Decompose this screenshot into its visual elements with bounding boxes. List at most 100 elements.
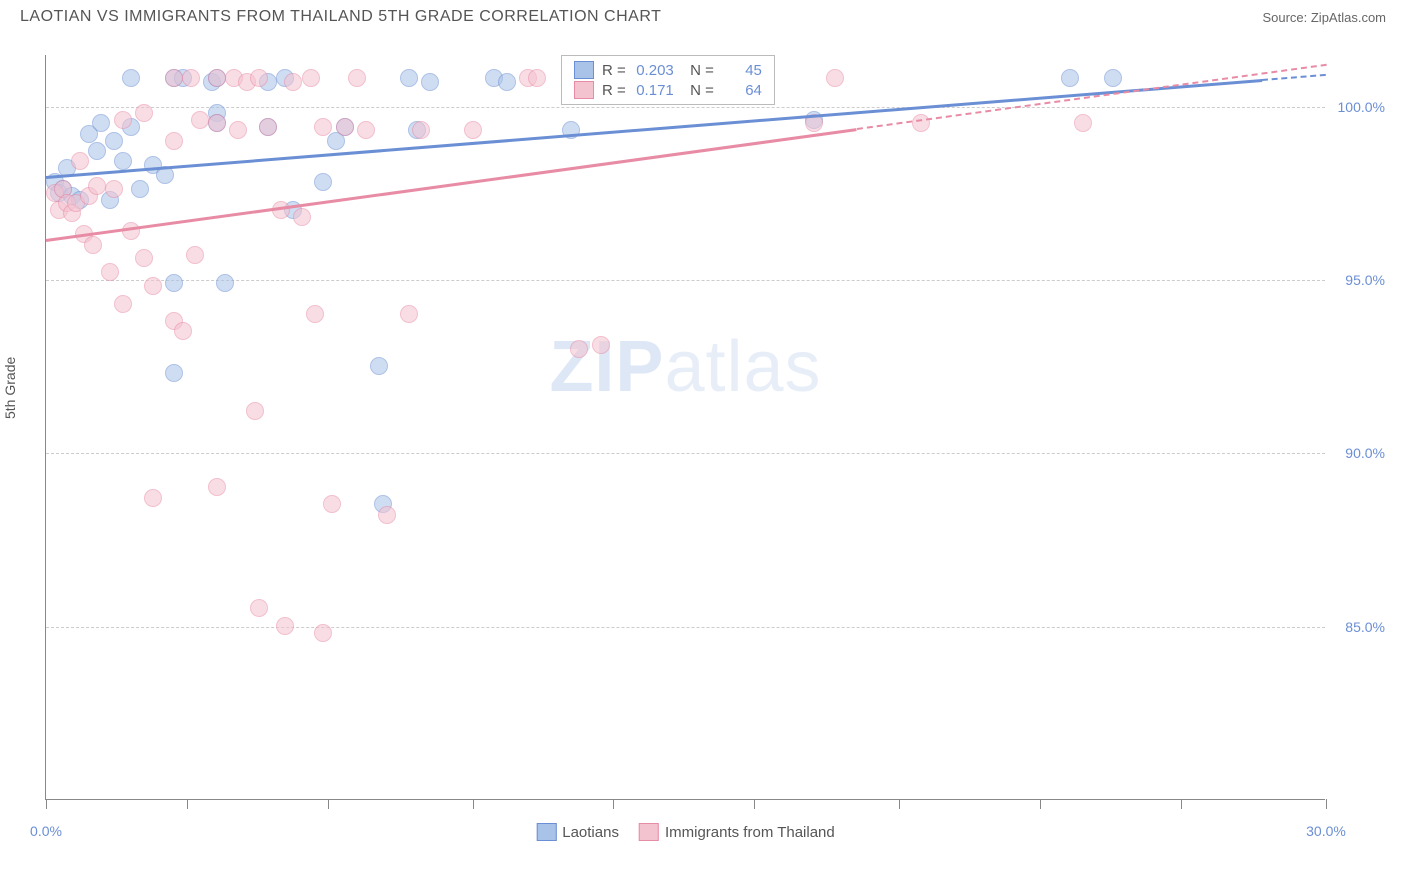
data-point (348, 69, 366, 87)
data-point (357, 121, 375, 139)
x-tick (46, 799, 47, 809)
data-point (71, 152, 89, 170)
data-point (208, 69, 226, 87)
legend: Laotians Immigrants from Thailand (536, 823, 835, 841)
series-swatch (574, 81, 594, 99)
data-point (498, 73, 516, 91)
data-point (165, 132, 183, 150)
data-point (114, 295, 132, 313)
x-tick (187, 799, 188, 809)
x-tick (1181, 799, 1182, 809)
data-point (302, 69, 320, 87)
data-point (191, 111, 209, 129)
legend-swatch (639, 823, 659, 841)
data-point (135, 104, 153, 122)
r-value: 0.171 (634, 82, 674, 99)
data-point (314, 173, 332, 191)
data-point (165, 364, 183, 382)
legend-label: Immigrants from Thailand (665, 824, 835, 841)
series-swatch (574, 61, 594, 79)
scatter-chart: ZIPatlas 85.0%90.0%95.0%100.0%0.0%30.0%R… (45, 55, 1325, 800)
data-point (92, 114, 110, 132)
data-point (105, 132, 123, 150)
data-point (336, 118, 354, 136)
data-point (306, 305, 324, 323)
data-point (400, 305, 418, 323)
data-point (259, 118, 277, 136)
data-point (216, 274, 234, 292)
data-point (165, 274, 183, 292)
data-point (412, 121, 430, 139)
data-point (250, 599, 268, 617)
data-point (135, 249, 153, 267)
data-point (400, 69, 418, 87)
data-point (421, 73, 439, 91)
data-point (314, 118, 332, 136)
x-tick (754, 799, 755, 809)
x-tick (473, 799, 474, 809)
legend-item: Laotians (536, 823, 619, 841)
data-point (323, 495, 341, 513)
data-point (464, 121, 482, 139)
x-tick (899, 799, 900, 809)
data-point (84, 236, 102, 254)
y-axis-label: 5th Grade (2, 357, 18, 419)
r-label: R = (602, 82, 626, 99)
data-point (293, 208, 311, 226)
data-point (284, 73, 302, 91)
data-point (101, 263, 119, 281)
data-point (208, 114, 226, 132)
y-tick-label: 85.0% (1345, 619, 1385, 635)
data-point (250, 69, 268, 87)
legend-swatch (536, 823, 556, 841)
data-point (276, 617, 294, 635)
data-point (229, 121, 247, 139)
r-label: R = (602, 62, 626, 79)
r-value: 0.203 (634, 62, 674, 79)
chart-header: LAOTIAN VS IMMIGRANTS FROM THAILAND 5TH … (0, 0, 1406, 30)
data-point (370, 357, 388, 375)
legend-label: Laotians (562, 824, 619, 841)
x-tick-label: 30.0% (1306, 823, 1346, 839)
data-point (1061, 69, 1079, 87)
y-tick-label: 100.0% (1338, 99, 1385, 115)
data-point (1074, 114, 1092, 132)
data-point (208, 478, 226, 496)
data-point (144, 277, 162, 295)
stats-row: R = 0.171 N = 64 (574, 80, 762, 100)
x-tick (1040, 799, 1041, 809)
data-point (570, 340, 588, 358)
data-point (165, 69, 183, 87)
data-point (144, 489, 162, 507)
data-point (246, 402, 264, 420)
data-point (105, 180, 123, 198)
data-point (131, 180, 149, 198)
data-point (122, 69, 140, 87)
gridline (46, 453, 1325, 454)
x-tick-label: 0.0% (30, 823, 62, 839)
n-value: 45 (722, 62, 762, 79)
data-point (186, 246, 204, 264)
n-label: N = (682, 82, 714, 99)
data-point (174, 322, 192, 340)
x-tick (1326, 799, 1327, 809)
x-tick (613, 799, 614, 809)
data-point (826, 69, 844, 87)
stats-row: R = 0.203 N = 45 (574, 60, 762, 80)
data-point (314, 624, 332, 642)
correlation-stats-box: R = 0.203 N = 45 R = 0.171 N = 64 (561, 55, 775, 105)
n-label: N = (682, 62, 714, 79)
data-point (912, 114, 930, 132)
source-label: Source: ZipAtlas.com (1262, 10, 1386, 25)
trend-line-extrapolated (1262, 74, 1326, 81)
x-tick (328, 799, 329, 809)
data-point (88, 142, 106, 160)
data-point (378, 506, 396, 524)
data-point (88, 177, 106, 195)
n-value: 64 (722, 82, 762, 99)
data-point (1104, 69, 1122, 87)
data-point (182, 69, 200, 87)
chart-title: LAOTIAN VS IMMIGRANTS FROM THAILAND 5TH … (20, 8, 661, 26)
data-point (592, 336, 610, 354)
data-point (528, 69, 546, 87)
